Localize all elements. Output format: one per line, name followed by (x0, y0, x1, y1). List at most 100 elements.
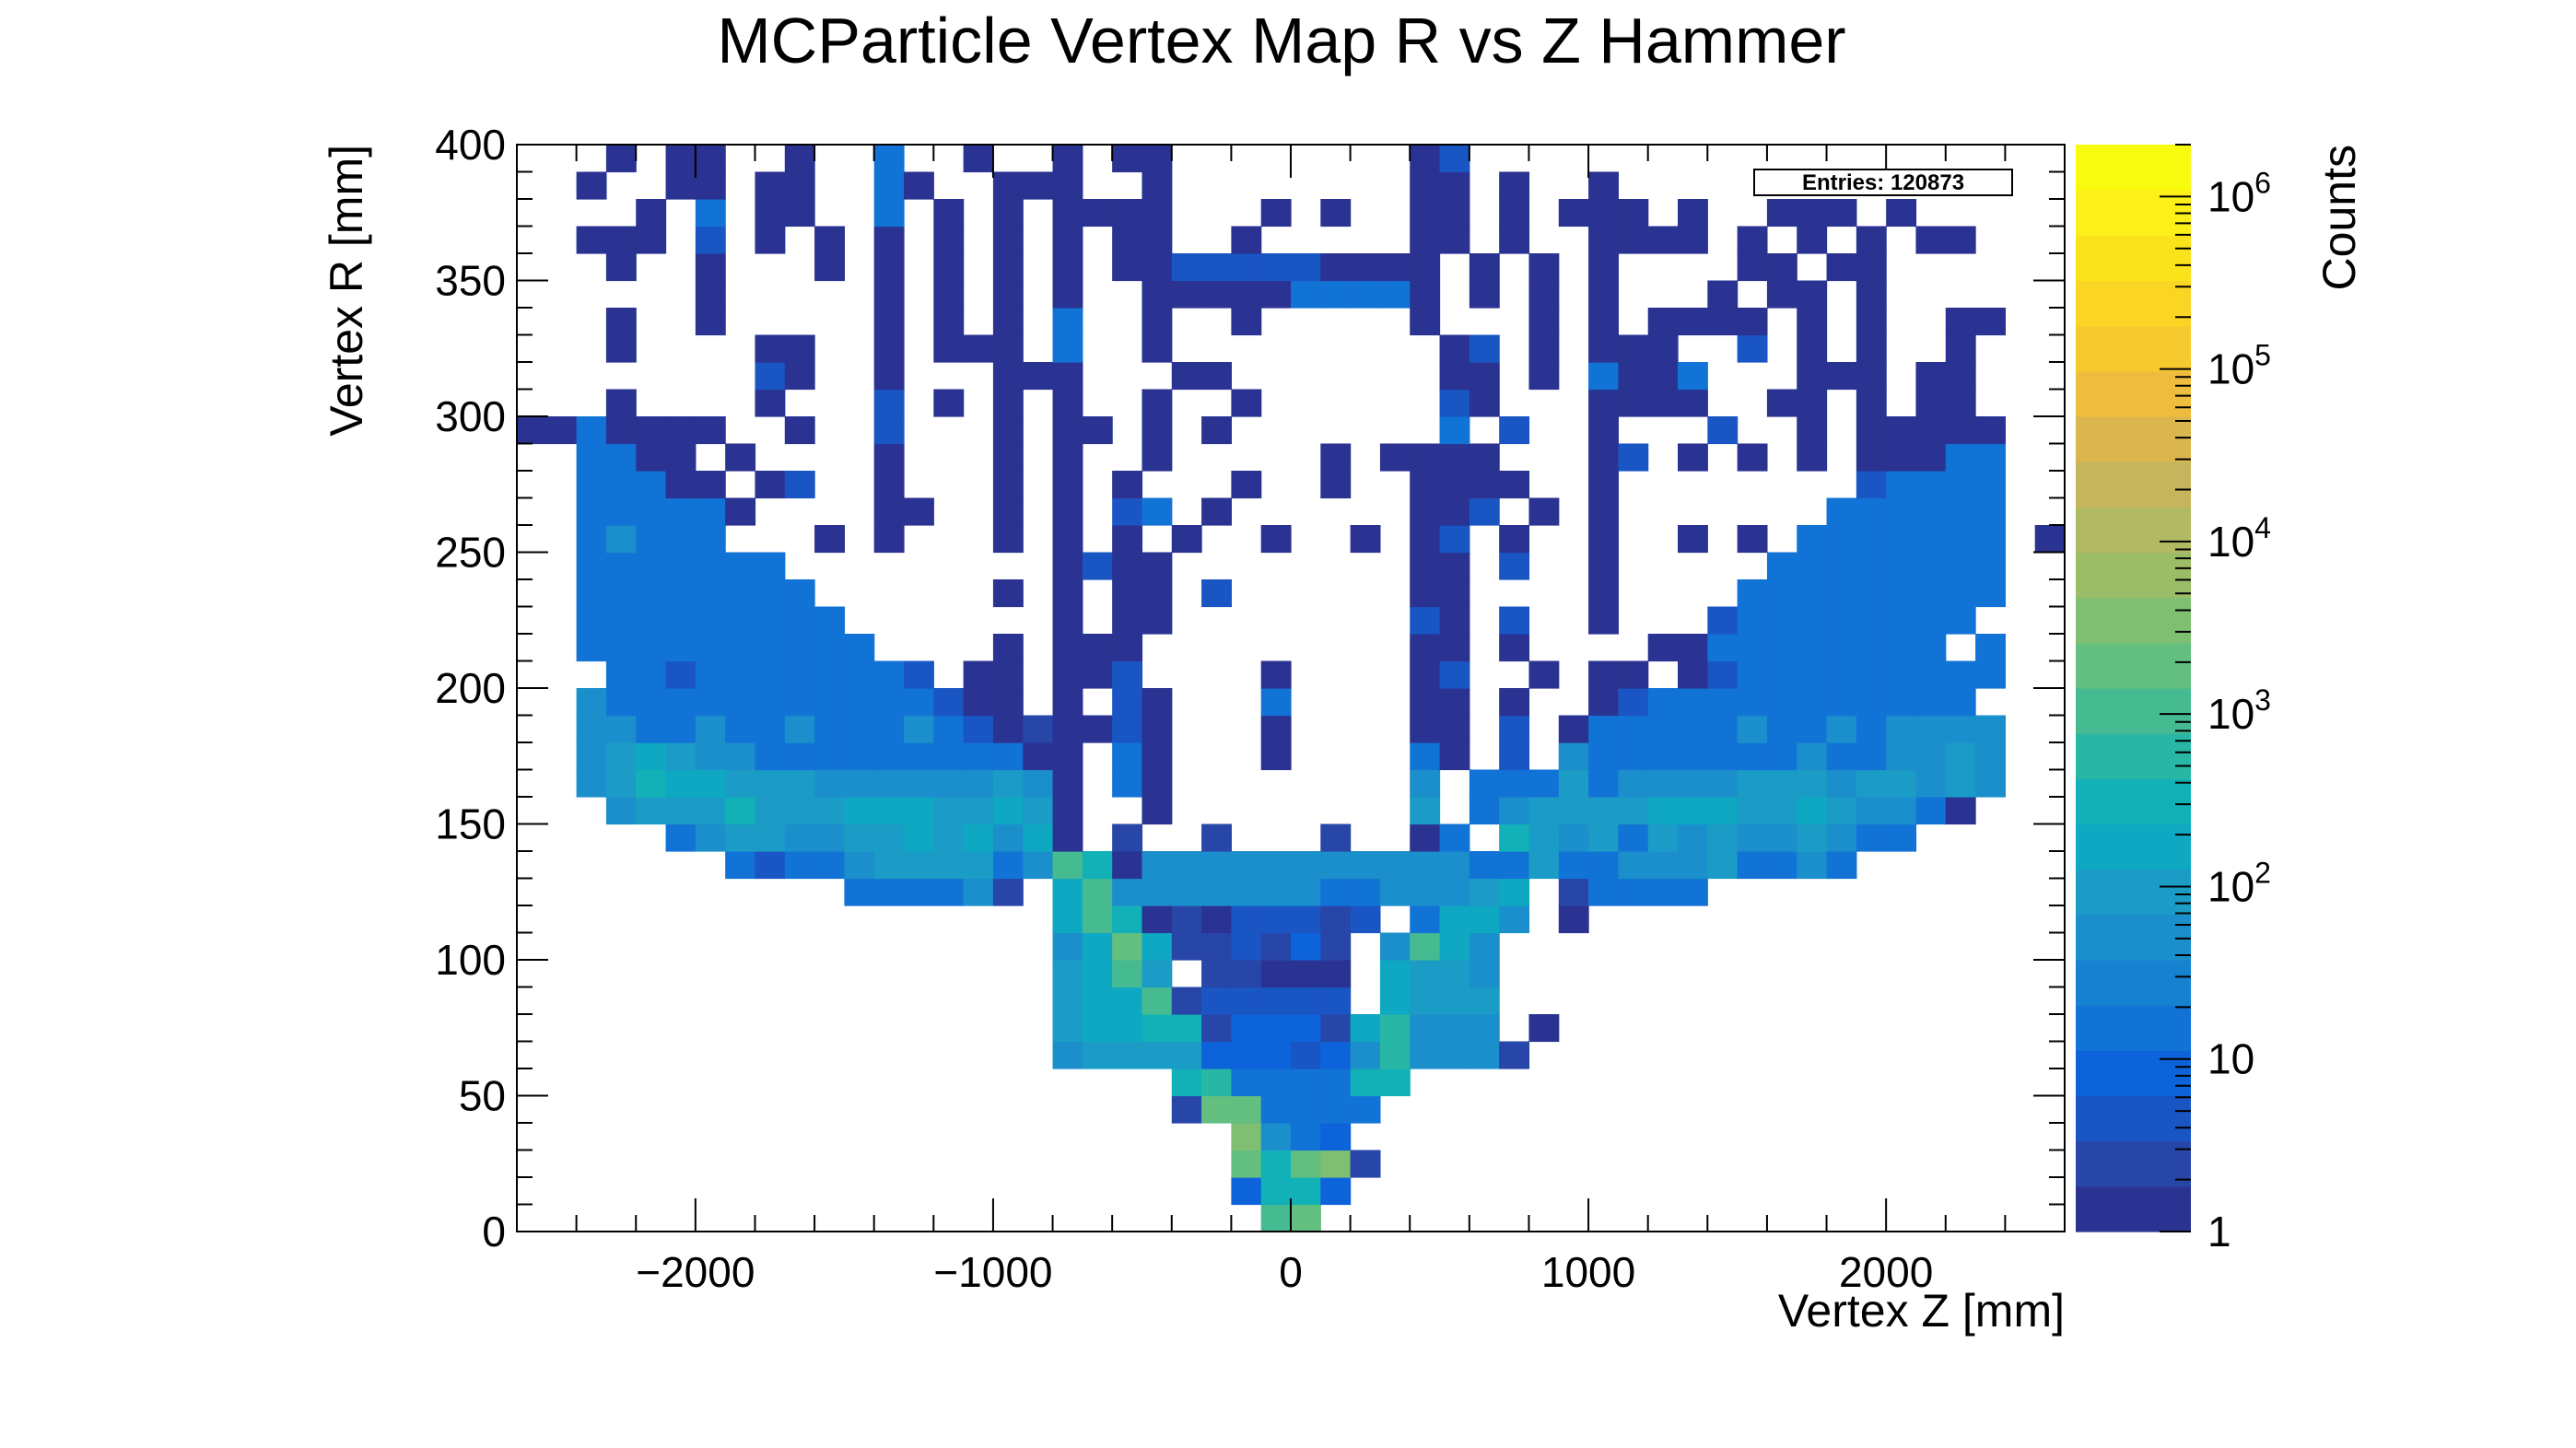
heatmap-cell (576, 715, 607, 743)
heatmap-cell (1410, 932, 1441, 961)
heatmap-cell (725, 797, 756, 825)
heatmap-cell (1499, 905, 1530, 934)
heatmap-cell (1439, 905, 1470, 934)
heatmap-cell (1856, 280, 1887, 309)
heatmap-cell (1439, 960, 1470, 988)
heatmap-cell (1618, 226, 1649, 254)
y-tick-label: 300 (435, 392, 506, 440)
heatmap-cell (963, 715, 994, 743)
heatmap-cell (1856, 797, 1887, 825)
heatmap-cell (755, 552, 786, 580)
heatmap-cell (1678, 769, 1708, 798)
heatmap-cell (1171, 253, 1202, 282)
heatmap-cell (1291, 1068, 1321, 1097)
heatmap-cell (992, 308, 1024, 336)
heatmap-cell (1766, 389, 1797, 417)
heatmap-cell (1886, 742, 1917, 771)
heatmap-cell (1915, 525, 1947, 554)
heatmap-cell (1856, 308, 1887, 336)
heatmap-cell (992, 334, 1024, 363)
heatmap-cell (1528, 1014, 1560, 1043)
heatmap-cell (1439, 579, 1470, 608)
heatmap-cell (992, 579, 1024, 608)
heatmap-cell (1231, 253, 1262, 282)
heatmap-cell (1469, 280, 1500, 309)
x-tick-label: −1000 (933, 1248, 1052, 1296)
heatmap-cell (1379, 878, 1411, 906)
heatmap-cell (1737, 253, 1768, 282)
heatmap-cell (1379, 932, 1411, 961)
heatmap-cell (665, 715, 697, 743)
heatmap-cell (755, 715, 786, 743)
heatmap-cell (1588, 823, 1619, 852)
y-axis-tick-labels: 0 50 100 150 200 250 300 350 400 (435, 121, 506, 1255)
heatmap-cell (992, 634, 1024, 662)
heatmap-cell (1737, 334, 1768, 363)
heatmap-cell (1231, 1123, 1262, 1151)
heatmap-cell (873, 308, 905, 336)
heatmap-cell (1260, 1041, 1292, 1069)
heatmap-cell (1707, 851, 1739, 880)
heatmap-cell (933, 334, 965, 363)
heatmap-cell (1469, 443, 1500, 472)
heatmap-cell (1886, 660, 1917, 689)
heatmap-cell (814, 851, 845, 880)
heatmap-cell (1588, 308, 1619, 336)
heatmap-cell (1410, 471, 1441, 499)
heatmap-cell (1260, 932, 1292, 961)
heatmap-cell (1052, 932, 1083, 961)
heatmap-cell (1201, 1041, 1232, 1069)
heatmap-cell (1469, 334, 1500, 363)
heatmap-cell (1678, 199, 1708, 228)
heatmap-cell (517, 416, 547, 445)
heatmap-cell (725, 688, 756, 717)
heatmap-cell (1379, 960, 1411, 988)
heatmap-cell (1797, 389, 1828, 417)
heatmap-cell (636, 199, 667, 228)
heatmap-cell (1082, 960, 1113, 988)
heatmap-cell (1737, 443, 1768, 472)
heatmap-cell (1797, 742, 1828, 771)
heatmap-cell (665, 769, 697, 798)
heatmap-cell (1707, 606, 1739, 635)
heatmap-cell (1737, 823, 1768, 852)
heatmap-cell (1886, 497, 1917, 526)
heatmap-cell (992, 660, 1024, 689)
heatmap-cell (695, 823, 726, 852)
heatmap-cell (844, 769, 875, 798)
heatmap-cell (1112, 823, 1143, 852)
heatmap-cell (1410, 497, 1441, 526)
heatmap-cell (1737, 634, 1768, 662)
heatmap-cell (1201, 253, 1232, 282)
heatmap-cell (755, 660, 786, 689)
heatmap-cell (992, 471, 1024, 499)
heatmap-cell (1260, 1150, 1292, 1178)
heatmap-cell (1945, 525, 1976, 554)
heatmap-cell (1291, 1123, 1321, 1151)
heatmap-cell (1142, 715, 1173, 743)
heatmap-cell (1707, 308, 1739, 336)
heatmap-cell (1678, 688, 1708, 717)
heatmap-cell (1291, 1204, 1321, 1232)
heatmap-cell (1410, 634, 1441, 662)
heatmap-cell (992, 416, 1024, 445)
heatmap-cell (1647, 797, 1679, 825)
heatmap-cell (1618, 823, 1649, 852)
heatmap-cell (636, 715, 667, 743)
heatmap-cell (1797, 199, 1828, 228)
heatmap-cell (1915, 660, 1947, 689)
heatmap-cell (1112, 145, 1143, 173)
heatmap-cell (1260, 1068, 1292, 1097)
heatmap-cell (1320, 1095, 1352, 1124)
heatmap-cell (1171, 932, 1202, 961)
heatmap-cell (1826, 497, 1857, 526)
y-axis-label: Vertex R [mm] (321, 145, 372, 437)
heatmap-cell (1707, 742, 1739, 771)
heatmap-cell (1945, 497, 1976, 526)
heatmap-cell (904, 715, 934, 743)
heatmap-cell (1142, 171, 1173, 200)
heatmap-cell (1528, 280, 1560, 309)
heatmap-cell (1678, 715, 1708, 743)
heatmap-cell (1291, 851, 1321, 880)
heatmap-cell (636, 688, 667, 717)
